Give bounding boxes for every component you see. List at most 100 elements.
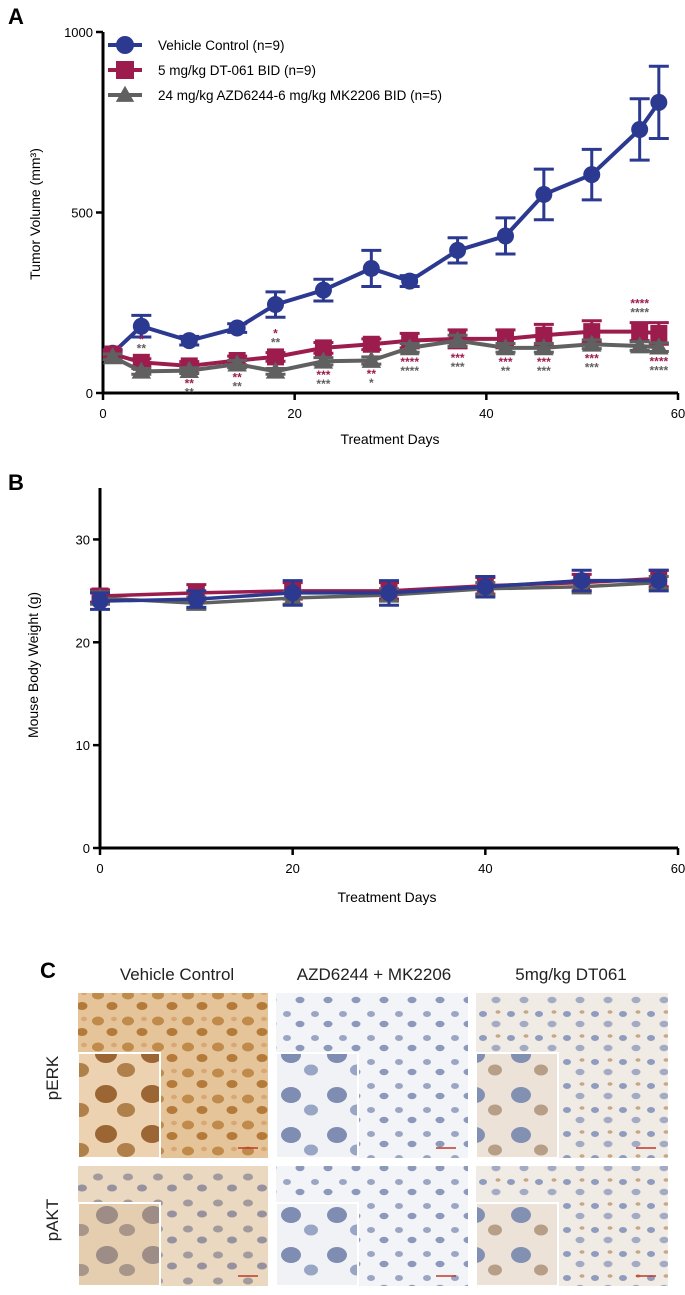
series-line bbox=[111, 338, 659, 374]
tile-perk-vehicle bbox=[77, 993, 268, 1159]
data-point bbox=[534, 338, 554, 356]
data-point bbox=[401, 272, 419, 290]
significance-marker: ** bbox=[185, 386, 195, 400]
data-point bbox=[313, 351, 334, 369]
data-point bbox=[650, 324, 668, 342]
data-point bbox=[380, 584, 398, 602]
legend-entry: 5 mg/kg DT-061 BID (n=9) bbox=[158, 63, 316, 78]
x-tick-label: 20 bbox=[287, 406, 301, 421]
y-tick-label: 0 bbox=[86, 386, 93, 401]
significance-marker: **** bbox=[630, 306, 649, 320]
x-tick-label: 60 bbox=[671, 861, 685, 876]
panel-b-y-axis-label: Mouse Body Weight (g) bbox=[25, 592, 41, 738]
significance-marker: * bbox=[139, 333, 144, 347]
data-point bbox=[631, 323, 649, 341]
significance-marker: *** bbox=[451, 351, 465, 365]
data-point bbox=[227, 354, 247, 372]
significance-marker: * bbox=[369, 376, 374, 390]
legend-marker bbox=[116, 61, 134, 79]
data-point bbox=[399, 338, 420, 356]
data-point bbox=[314, 339, 332, 357]
data-point bbox=[284, 584, 302, 602]
panel-b-series bbox=[90, 568, 669, 611]
y-tick-label: 30 bbox=[76, 532, 90, 547]
column-header-dt061: 5mg/kg DT061 bbox=[515, 965, 627, 984]
data-point bbox=[573, 572, 591, 590]
data-point bbox=[267, 296, 284, 314]
y-tick-label: 0 bbox=[83, 841, 90, 856]
x-tick-label: 0 bbox=[99, 406, 106, 421]
significance-marker: ** bbox=[232, 380, 242, 394]
data-point bbox=[581, 334, 602, 352]
x-tick-label: 40 bbox=[478, 861, 492, 876]
significance-marker: *** bbox=[451, 360, 465, 374]
significance-marker: * bbox=[273, 327, 278, 341]
row-label-pakt: pAKT bbox=[43, 1199, 62, 1242]
series-circle bbox=[102, 64, 669, 362]
significance-marker: *** bbox=[585, 361, 599, 375]
x-tick-label: 0 bbox=[96, 861, 103, 876]
panel-b-ticks: 0 20 40 60 0 10 20 30 bbox=[76, 532, 685, 876]
significance-marker: ** bbox=[185, 377, 195, 391]
y-tick-label: 1000 bbox=[64, 25, 93, 40]
data-point bbox=[187, 590, 205, 608]
data-point bbox=[649, 337, 669, 355]
data-point bbox=[362, 335, 380, 353]
significance-marker: **** bbox=[630, 297, 649, 311]
data-point bbox=[583, 166, 601, 184]
panel-c-label: C bbox=[40, 958, 56, 983]
data-point bbox=[629, 336, 650, 354]
data-point bbox=[131, 361, 152, 379]
series-triangle bbox=[102, 330, 669, 379]
data-point bbox=[631, 120, 649, 138]
data-point bbox=[362, 259, 380, 277]
significance-marker: ** bbox=[232, 371, 242, 385]
significance-marker: *** bbox=[537, 355, 551, 369]
x-tick-label: 40 bbox=[479, 406, 493, 421]
significance-marker: ** bbox=[137, 342, 147, 356]
significance-marker: ** bbox=[501, 364, 511, 378]
significance-marker: **** bbox=[400, 364, 419, 378]
data-point bbox=[447, 330, 468, 348]
data-point bbox=[180, 332, 198, 350]
data-point bbox=[535, 185, 553, 203]
panel-a-label: A bbox=[8, 4, 24, 29]
legend-marker bbox=[116, 36, 134, 54]
data-point bbox=[228, 319, 246, 337]
panel-a-legend: Vehicle Control (n=9) 5 mg/kg DT-061 BID … bbox=[108, 36, 442, 103]
row-label-perk: pERK bbox=[43, 1055, 62, 1100]
column-header-vehicle: Vehicle Control bbox=[120, 965, 234, 984]
significance-marker: *** bbox=[585, 352, 599, 366]
panel-a-significance-markers: ************************************* ***… bbox=[137, 297, 669, 400]
data-point bbox=[535, 326, 553, 344]
x-tick-label: 60 bbox=[671, 406, 685, 421]
data-point bbox=[650, 93, 668, 111]
significance-marker: **** bbox=[649, 363, 668, 377]
panel-b-body-weight-chart: B 0 20 40 60 0 10 20 30 Treatment Days Mouse Bo… bbox=[8, 470, 685, 905]
data-point bbox=[179, 360, 200, 378]
tile-perk-combo bbox=[275, 993, 468, 1159]
tile-pakt-combo bbox=[275, 1166, 468, 1287]
panel-a-x-axis-label: Treatment Days bbox=[340, 431, 439, 447]
significance-marker: **** bbox=[649, 354, 668, 368]
data-point bbox=[132, 317, 150, 335]
data-point bbox=[314, 281, 332, 299]
legend-marker bbox=[115, 85, 135, 102]
series-line bbox=[111, 101, 661, 355]
tile-perk-dt061 bbox=[475, 993, 668, 1159]
series-circle bbox=[90, 568, 669, 611]
data-point bbox=[267, 348, 284, 366]
y-tick-label: 20 bbox=[76, 635, 90, 650]
data-point bbox=[583, 323, 601, 341]
data-point bbox=[361, 350, 382, 368]
significance-marker: ** bbox=[367, 367, 377, 381]
tile-pakt-vehicle bbox=[77, 1166, 268, 1287]
data-point bbox=[91, 592, 109, 610]
data-point bbox=[476, 578, 494, 596]
y-tick-label: 500 bbox=[71, 206, 93, 221]
x-tick-label: 20 bbox=[285, 861, 299, 876]
column-header-combo: AZD6244 + MK2206 bbox=[297, 965, 452, 984]
panel-a-ticks: 0 20 40 60 0 500 1000 bbox=[64, 25, 685, 421]
data-point bbox=[265, 361, 286, 379]
